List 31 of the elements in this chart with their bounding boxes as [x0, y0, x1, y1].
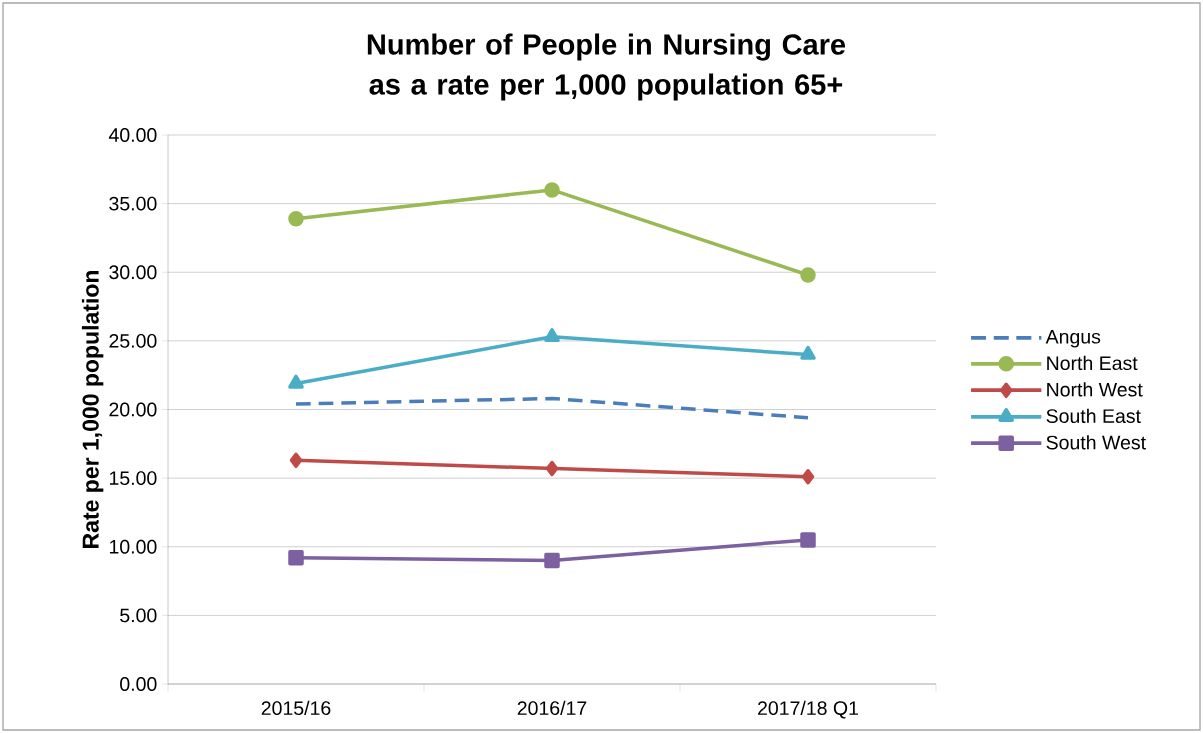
- legend-label: South East: [1046, 408, 1141, 423]
- chart-title: Number of People in Nursing Care as a rate per 1,000 population 65+: [367, 33, 846, 101]
- y-tick-label: 5.00: [120, 608, 157, 623]
- y-tick-label: 15.00: [109, 471, 157, 486]
- y-axis-title: Rate per 1,000 population: [81, 270, 104, 548]
- y-tick-label: 0.00: [120, 677, 157, 691]
- x-tick-label: 2017/18 Q1: [758, 700, 858, 719]
- point: [544, 328, 560, 343]
- point: [800, 532, 816, 548]
- point: [289, 452, 303, 469]
- legend-label: Angus: [1045, 330, 1101, 348]
- point: [288, 549, 304, 566]
- point: [288, 210, 304, 227]
- y-tick-label: 10.00: [109, 539, 157, 554]
- x-tick-label: 2016/17: [517, 700, 587, 716]
- point: [800, 345, 816, 360]
- point: [801, 469, 815, 485]
- point: [544, 552, 560, 569]
- x-tick-label: 2015/16: [261, 700, 331, 716]
- point: [544, 182, 560, 198]
- legend-label: South West: [1046, 435, 1146, 450]
- legend-label: North West: [1047, 382, 1143, 397]
- point: [800, 267, 816, 283]
- y-tick-label: 25.00: [109, 333, 157, 348]
- y-tick-label: 30.00: [109, 265, 157, 280]
- y-tick-label: 20.00: [109, 402, 157, 417]
- legend-label: North East: [1047, 355, 1138, 371]
- y-tick-label: 40.00: [108, 128, 157, 142]
- y-tick-label: 35.00: [109, 196, 157, 211]
- point: [288, 374, 304, 389]
- point: [545, 460, 559, 477]
